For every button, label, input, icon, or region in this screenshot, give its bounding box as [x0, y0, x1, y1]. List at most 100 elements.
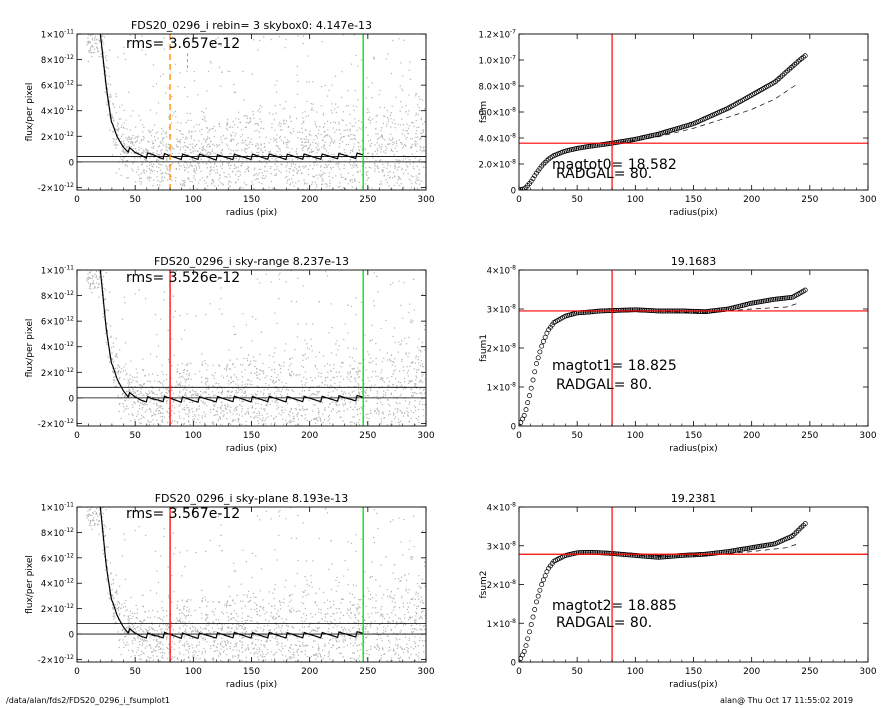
scatter-point: [219, 177, 221, 179]
scatter-point: [252, 635, 254, 637]
scatter-point: [393, 215, 394, 216]
scatter-point: [109, 325, 112, 327]
scatter-point: [229, 71, 231, 73]
scatter-point: [211, 180, 213, 182]
scatter-point: [196, 395, 198, 397]
scatter-point: [102, 313, 104, 315]
scatter-point: [90, 288, 92, 290]
scatter-point: [237, 126, 239, 128]
scatter-point: [269, 151, 271, 154]
scatter-point: [360, 406, 362, 408]
scatter-point: [122, 403, 124, 405]
scatter-point: [368, 354, 370, 356]
scatter-point: [122, 133, 124, 135]
scatter-point: [290, 300, 293, 302]
scatter-point: [170, 196, 171, 197]
scatter-point: [171, 390, 173, 392]
scatter-point: [189, 165, 191, 167]
scatter-point: [97, 13, 98, 14]
scatter-point: [160, 152, 163, 154]
scatter-point: [311, 183, 313, 185]
scatter-point: [226, 143, 228, 145]
scatter-point: [210, 193, 211, 194]
scatter-point: [139, 142, 141, 144]
scatter-point: [394, 408, 397, 410]
scatter-point: [184, 329, 186, 331]
scatter-point: [387, 385, 389, 387]
scatter-point: [346, 396, 348, 398]
scatter-point: [184, 149, 186, 151]
scatter-point: [243, 400, 245, 402]
scatter-point: [161, 398, 163, 400]
scatter-point: [424, 166, 426, 169]
scatter-point: [200, 170, 202, 172]
scatter-point: [255, 402, 257, 404]
scatter-point: [220, 136, 222, 138]
scatter-point: [420, 119, 422, 121]
scatter-point: [253, 188, 255, 190]
scatter-point: [195, 191, 196, 192]
y-tick-mantissa: -2×10: [38, 420, 64, 430]
scatter-point: [391, 423, 393, 425]
scatter-point: [330, 370, 332, 372]
scatter-point: [204, 382, 207, 384]
scatter-point: [160, 411, 162, 413]
scatter-point: [297, 158, 299, 161]
scatter-point: [249, 363, 251, 365]
scatter-point: [316, 126, 318, 128]
scatter-point: [289, 415, 291, 417]
scatter-point: [156, 152, 158, 154]
scatter-point: [423, 146, 425, 148]
scatter-point: [132, 134, 134, 137]
scatter-point: [241, 129, 243, 131]
scatter-point: [301, 395, 303, 397]
scatter-point: [221, 195, 222, 196]
scatter-point: [336, 637, 338, 639]
scatter-point: [300, 155, 302, 157]
scatter-point: [232, 387, 234, 389]
scatter-point: [276, 168, 278, 170]
scatter-point: [273, 156, 275, 158]
scatter-point: [117, 395, 119, 397]
scatter-point: [102, 276, 104, 278]
scatter-point: [175, 385, 177, 387]
scatter-point: [329, 422, 331, 424]
scatter-point: [197, 94, 199, 96]
scatter-point: [159, 145, 161, 147]
scatter-point: [383, 390, 385, 392]
scatter-point: [399, 386, 401, 388]
scatter-point: [221, 424, 223, 426]
scatter-point: [100, 212, 101, 213]
scatter-point: [343, 391, 345, 393]
scatter-point: [417, 136, 419, 138]
scatter-point: [235, 150, 237, 152]
scatter-point: [99, 39, 101, 41]
scatter-point: [302, 144, 304, 146]
scatter-point: [216, 196, 217, 197]
scatter-point: [223, 414, 225, 416]
scatter-point: [358, 408, 360, 410]
scatter-point: [286, 175, 288, 178]
scatter-point: [161, 139, 163, 141]
scatter-point: [101, 32, 102, 33]
scatter-point: [164, 132, 166, 134]
scatter-point: [390, 139, 392, 141]
scatter-point: [339, 143, 341, 145]
scatter-point: [300, 172, 302, 174]
scatter-point: [295, 424, 297, 426]
scatter-point: [179, 72, 181, 74]
scatter-point: [167, 359, 169, 361]
scatter-point: [121, 393, 123, 395]
scatter-point: [236, 642, 238, 644]
scatter-point: [381, 183, 383, 185]
y-tick-label: -2×10-12: [38, 418, 74, 430]
scatter-point: [188, 178, 190, 180]
scatter-point: [137, 151, 139, 153]
scatter-point: [334, 122, 336, 124]
scatter-point: [387, 162, 389, 164]
scatter-point: [161, 177, 163, 179]
scatter-point: [263, 373, 265, 375]
scatter-point: [377, 138, 379, 140]
y-tick-exponent: -12: [64, 341, 74, 348]
scatter-point: [156, 402, 158, 404]
